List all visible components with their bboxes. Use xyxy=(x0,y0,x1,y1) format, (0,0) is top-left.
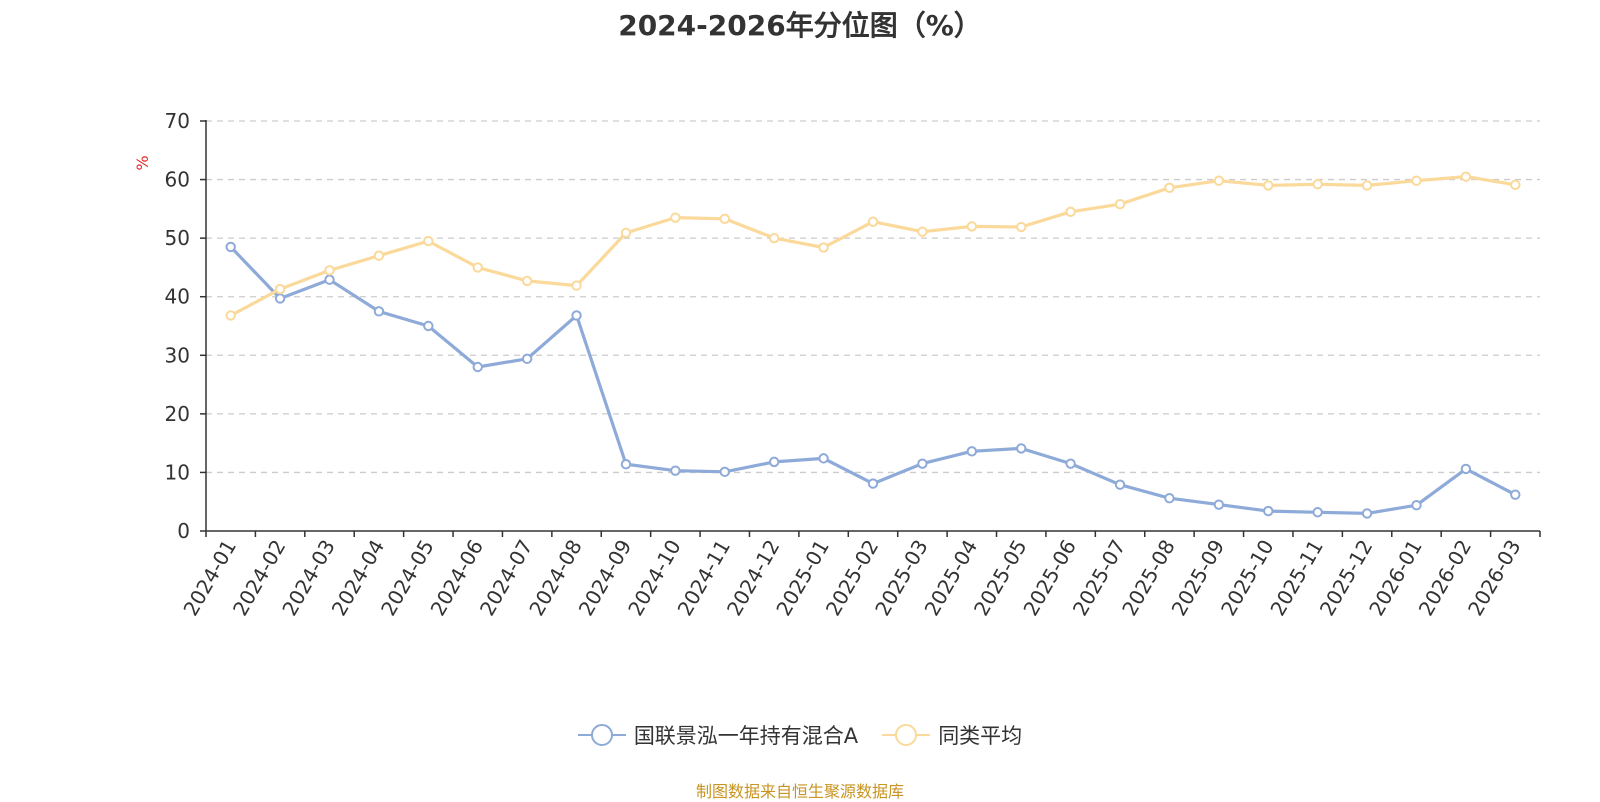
data-point-series1[interactable] xyxy=(818,453,829,464)
data-point-series2[interactable] xyxy=(521,275,533,287)
data-point-series1[interactable] xyxy=(1411,500,1422,511)
data-point-series2[interactable] xyxy=(1213,175,1225,186)
data-point-series2[interactable] xyxy=(867,216,879,227)
source-note: 制图数据来自恒生聚源数据库 xyxy=(695,782,904,801)
data-point-series2[interactable] xyxy=(274,283,286,295)
data-point-series1[interactable] xyxy=(719,466,730,478)
legend-label-series1: 国联景泓一年持有混合A xyxy=(633,724,859,748)
data-point-series2[interactable] xyxy=(1016,221,1027,233)
data-point-series1[interactable] xyxy=(867,478,879,489)
data-point-series1[interactable] xyxy=(373,306,385,317)
y-axis-label: % xyxy=(133,155,152,170)
data-point-series1[interactable] xyxy=(1312,507,1323,518)
data-point-series2[interactable] xyxy=(423,235,434,247)
y-tick-label: 50 xyxy=(165,226,190,250)
y-tick-label: 10 xyxy=(165,460,190,484)
data-point-series2[interactable] xyxy=(1114,198,1126,210)
series-line-2 xyxy=(229,175,1516,317)
y-tick-label: 20 xyxy=(165,402,190,426)
data-point-series1[interactable] xyxy=(1114,479,1126,490)
series-lines xyxy=(225,171,1521,519)
data-point-series2[interactable] xyxy=(620,227,632,239)
y-tick-label: 40 xyxy=(165,285,190,309)
data-point-series1[interactable] xyxy=(966,446,978,457)
data-point-series1[interactable] xyxy=(917,458,928,469)
legend-line-circle-icon xyxy=(882,724,931,746)
data-point-series2[interactable] xyxy=(324,265,335,276)
data-point-series2[interactable] xyxy=(472,262,483,273)
data-point-series2[interactable] xyxy=(1312,179,1323,190)
data-point-series1[interactable] xyxy=(571,310,582,321)
data-point-series2[interactable] xyxy=(917,226,928,237)
series-line-1 xyxy=(229,245,1517,516)
data-point-series1[interactable] xyxy=(1016,443,1027,454)
y-tick-label: 70 xyxy=(165,109,190,133)
legend-item-series1[interactable]: 国联景泓一年持有混合A xyxy=(577,720,859,750)
data-point-series2[interactable] xyxy=(1460,171,1472,182)
data-point-series2[interactable] xyxy=(1065,206,1076,217)
y-tick-label: 60 xyxy=(165,168,190,192)
data-point-series1[interactable] xyxy=(1213,499,1225,510)
data-point-series1[interactable] xyxy=(1065,458,1076,469)
chart-title: 2024-2026年分位图（%） xyxy=(618,9,982,42)
data-point-series1[interactable] xyxy=(1510,489,1521,500)
data-point-series1[interactable] xyxy=(768,456,780,468)
data-point-series1[interactable] xyxy=(225,241,236,253)
legend-line-circle-icon xyxy=(577,724,626,746)
data-point-series1[interactable] xyxy=(670,465,681,476)
data-point-series2[interactable] xyxy=(571,280,582,291)
data-point-series2[interactable] xyxy=(818,242,829,253)
legend-label-series2: 同类平均 xyxy=(938,724,1023,748)
data-point-series1[interactable] xyxy=(324,274,335,285)
data-point-series2[interactable] xyxy=(719,213,730,225)
data-point-series2[interactable] xyxy=(1510,179,1521,191)
data-point-series2[interactable] xyxy=(1361,180,1373,191)
data-point-series2[interactable] xyxy=(1411,175,1422,186)
data-point-series2[interactable] xyxy=(966,221,978,232)
data-point-series1[interactable] xyxy=(521,353,533,364)
data-point-series1[interactable] xyxy=(423,320,434,332)
legend-item-series2[interactable]: 同类平均 xyxy=(882,720,1022,750)
grid-lines xyxy=(206,120,1540,474)
legend: 国联景泓一年持有混合A 同类平均 xyxy=(0,720,1600,750)
data-point-series1[interactable] xyxy=(620,459,632,470)
data-point-series2[interactable] xyxy=(768,232,780,244)
data-point-series2[interactable] xyxy=(670,212,681,223)
data-point-series2[interactable] xyxy=(1263,180,1274,191)
data-point-series1[interactable] xyxy=(472,361,483,373)
data-point-series1[interactable] xyxy=(1164,493,1175,504)
data-point-series2[interactable] xyxy=(225,310,236,321)
data-point-series1[interactable] xyxy=(1263,505,1274,517)
y-tick-label: 30 xyxy=(165,343,190,367)
y-tick-label: 0 xyxy=(177,519,190,543)
data-point-series1[interactable] xyxy=(1460,463,1472,475)
data-point-series2[interactable] xyxy=(1164,182,1175,193)
data-point-series1[interactable] xyxy=(1361,508,1373,519)
data-point-series2[interactable] xyxy=(373,250,385,261)
data-point-series1[interactable] xyxy=(274,293,286,304)
